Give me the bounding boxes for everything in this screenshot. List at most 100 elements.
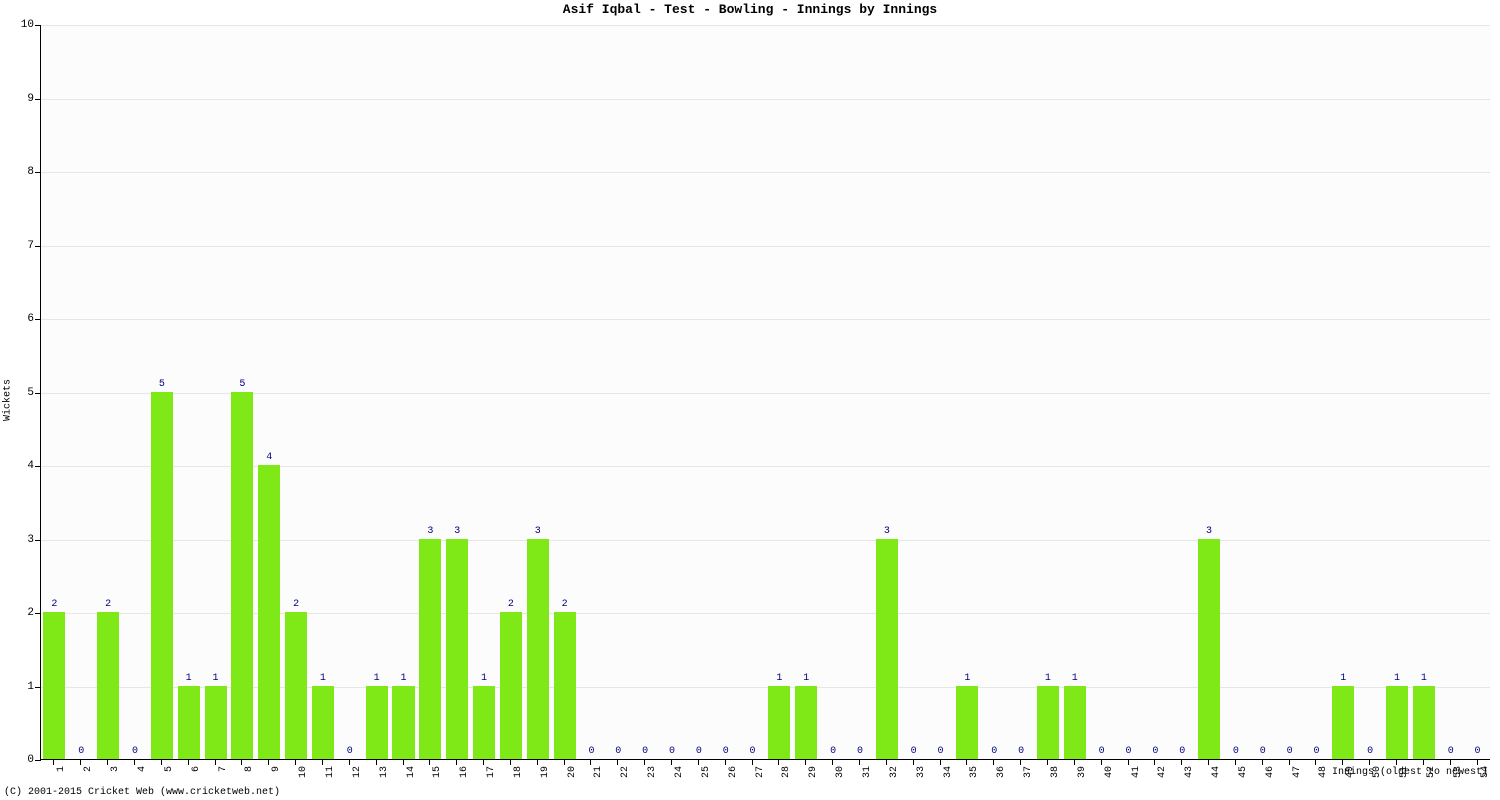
x-tick — [1208, 760, 1209, 765]
x-tick — [1342, 760, 1343, 765]
x-tick-label: 2 — [83, 766, 94, 772]
bar-value-label: 0 — [1018, 746, 1024, 757]
x-tick-label: 6 — [191, 766, 202, 772]
bar — [1037, 686, 1059, 760]
x-tick — [1154, 760, 1155, 765]
y-tick-label: 2 — [27, 607, 34, 619]
y-tick — [35, 540, 41, 541]
x-tick — [886, 760, 887, 765]
x-tick — [295, 760, 296, 765]
bar-value-label: 0 — [1367, 746, 1373, 757]
y-tick — [35, 466, 41, 467]
bar-value-label: 1 — [803, 673, 809, 684]
bar-value-label: 1 — [1394, 673, 1400, 684]
x-tick — [752, 760, 753, 765]
y-tick-label: 6 — [27, 313, 34, 325]
x-tick — [913, 760, 914, 765]
bar — [527, 539, 549, 760]
x-tick-label: 37 — [1023, 766, 1034, 778]
x-tick — [1128, 760, 1129, 765]
x-tick — [1315, 760, 1316, 765]
bar-value-label: 2 — [51, 599, 57, 610]
bar — [1386, 686, 1408, 760]
bar-value-label: 0 — [750, 746, 756, 757]
x-tick-label: 15 — [432, 766, 443, 778]
bar-value-label: 3 — [535, 526, 541, 537]
y-tick-label: 5 — [27, 387, 34, 399]
bar-value-label: 3 — [884, 526, 890, 537]
x-tick-label: 48 — [1318, 766, 1329, 778]
bar — [1413, 686, 1435, 760]
x-tick-label: 25 — [701, 766, 712, 778]
x-tick — [107, 760, 108, 765]
y-tick — [35, 246, 41, 247]
gridline — [41, 99, 1490, 100]
bar — [151, 392, 173, 760]
x-tick-label: 41 — [1131, 766, 1142, 778]
bar-value-label: 2 — [508, 599, 514, 610]
y-tick-label: 4 — [27, 460, 34, 472]
y-tick-label: 3 — [27, 534, 34, 546]
x-tick-label: 12 — [352, 766, 363, 778]
y-tick — [35, 25, 41, 26]
x-tick-label: 22 — [620, 766, 631, 778]
x-tick — [698, 760, 699, 765]
x-tick — [644, 760, 645, 765]
y-tick-label: 10 — [21, 19, 34, 31]
x-tick — [1369, 760, 1370, 765]
bar-value-label: 0 — [642, 746, 648, 757]
bar-value-label: 1 — [186, 673, 192, 684]
gridline — [41, 172, 1490, 173]
bar-value-label: 0 — [830, 746, 836, 757]
x-tick-label: 40 — [1104, 766, 1115, 778]
x-tick — [1047, 760, 1048, 765]
x-tick-label: 5 — [164, 766, 175, 772]
y-tick-label: 7 — [27, 240, 34, 252]
bar-value-label: 1 — [776, 673, 782, 684]
x-tick — [403, 760, 404, 765]
bar — [258, 465, 280, 759]
x-tick-label: 29 — [808, 766, 819, 778]
bar — [97, 612, 119, 759]
x-tick — [80, 760, 81, 765]
bar-value-label: 4 — [266, 452, 272, 463]
x-tick — [456, 760, 457, 765]
y-tick — [35, 172, 41, 173]
x-tick — [376, 760, 377, 765]
bar — [768, 686, 790, 760]
x-tick — [859, 760, 860, 765]
x-tick-label: 18 — [513, 766, 524, 778]
x-tick — [1450, 760, 1451, 765]
bar-value-label: 0 — [1448, 746, 1454, 757]
x-tick — [429, 760, 430, 765]
bar-value-label: 1 — [1421, 673, 1427, 684]
bar-value-label: 0 — [1152, 746, 1158, 757]
bar — [554, 612, 576, 759]
x-tick — [1101, 760, 1102, 765]
bar — [795, 686, 817, 760]
x-tick-label: 31 — [862, 766, 873, 778]
x-tick-label: 21 — [593, 766, 604, 778]
x-tick — [617, 760, 618, 765]
x-tick-label: 9 — [271, 766, 282, 772]
bar-value-label: 1 — [481, 673, 487, 684]
bar-value-label: 0 — [1125, 746, 1131, 757]
x-tick-label: 44 — [1211, 766, 1222, 778]
x-tick-label: 35 — [969, 766, 980, 778]
bar-value-label: 0 — [1233, 746, 1239, 757]
x-tick-label: 8 — [244, 766, 255, 772]
x-tick-label: 53 — [1453, 766, 1464, 778]
x-tick — [1181, 760, 1182, 765]
bar — [231, 392, 253, 760]
bar — [419, 539, 441, 760]
bar-value-label: 1 — [374, 673, 380, 684]
x-tick-label: 20 — [567, 766, 578, 778]
bar-value-label: 0 — [857, 746, 863, 757]
x-tick-label: 39 — [1077, 766, 1088, 778]
bar — [285, 612, 307, 759]
x-tick-label: 19 — [540, 766, 551, 778]
bar-value-label: 2 — [562, 599, 568, 610]
bar-value-label: 2 — [293, 599, 299, 610]
x-tick — [510, 760, 511, 765]
x-tick-label: 54 — [1480, 766, 1491, 778]
